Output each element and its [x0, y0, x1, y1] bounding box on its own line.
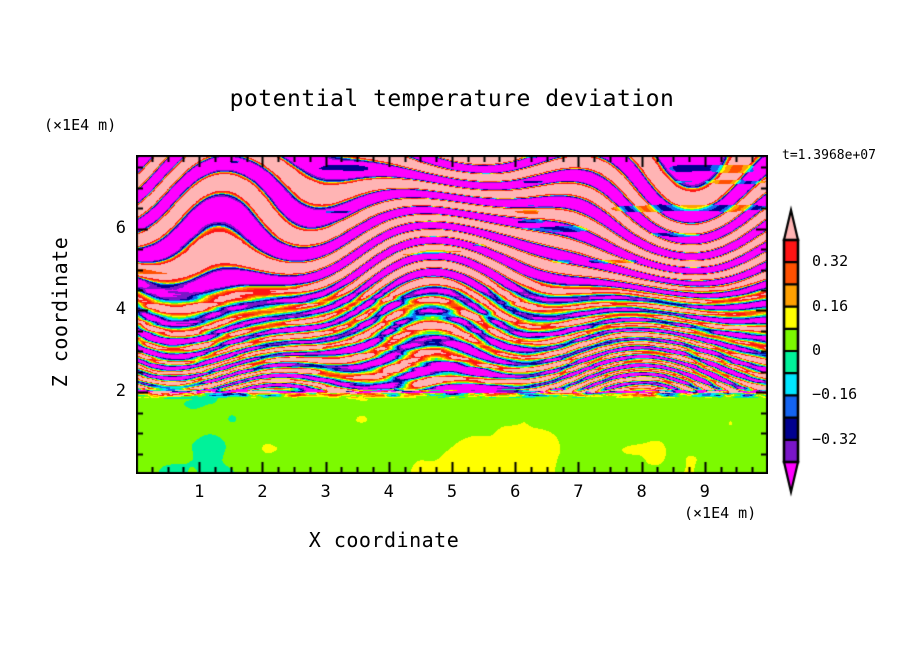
x-axis-title: X coordinate — [308, 528, 460, 552]
y-tick-label: 2 — [115, 381, 126, 402]
x-tick-label: 9 — [699, 482, 710, 502]
colorbar-tick-label: −0.16 — [812, 385, 858, 404]
x-axis-unit-label: (×1E4 m) — [684, 504, 757, 522]
y-axis-unit-label: (×1E4 m) — [44, 116, 117, 134]
y-axis-title: Z coordinate — [48, 236, 72, 388]
x-tick-label: 2 — [257, 482, 268, 502]
contour-field — [136, 155, 768, 474]
x-tick-label: 7 — [573, 482, 584, 502]
x-tick-label: 8 — [636, 482, 647, 502]
colorbar-tick-label: 0.32 — [812, 252, 849, 271]
y-tick-label: 4 — [115, 299, 126, 320]
x-tick-label: 5 — [446, 482, 458, 502]
colorbar — [774, 204, 808, 498]
time-annotation: t=1.3968e+07 — [782, 148, 876, 163]
colorbar-tick-label: 0 — [812, 341, 822, 359]
colorbar-tick-label: −0.32 — [812, 429, 858, 448]
x-tick-label: 1 — [194, 482, 205, 502]
x-tick-label: 4 — [383, 482, 394, 502]
page-title: potential temperature deviation — [229, 86, 675, 112]
x-tick-label: 6 — [510, 482, 521, 502]
y-tick-label: 6 — [115, 217, 126, 238]
colorbar-tick-label: 0.16 — [812, 296, 849, 315]
x-tick-label: 3 — [320, 482, 331, 502]
